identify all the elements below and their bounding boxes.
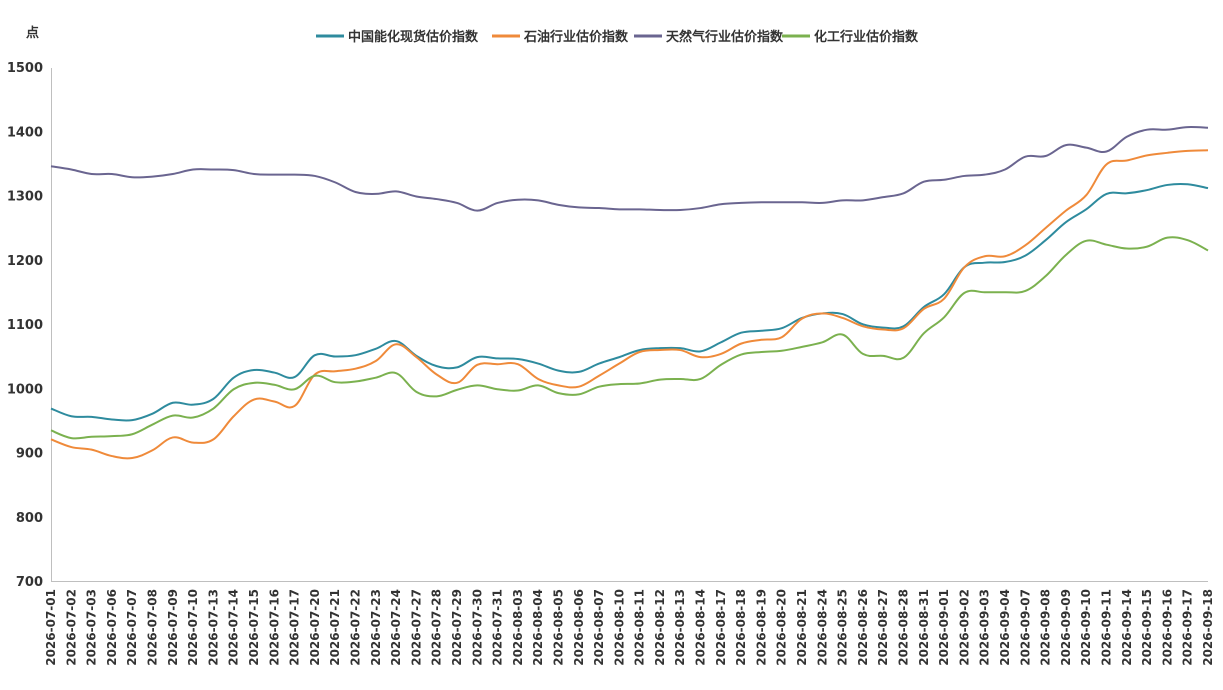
y-tick-label: 1300: [7, 190, 43, 205]
x-tick-label: 2026-07-21: [328, 589, 342, 666]
x-tick-label: 2026-09-15: [1140, 589, 1154, 666]
x-tick-label: 2026-09-17: [1181, 589, 1195, 666]
x-tick-label: 2026-07-24: [389, 589, 403, 666]
series-line-4: [50, 236, 1209, 440]
legend-item: 化工行业估价指数: [782, 29, 919, 45]
y-tick-label: 700: [16, 575, 43, 590]
x-tick-label: 2026-09-16: [1160, 589, 1174, 666]
legend-item: 天然气行业估价指数: [634, 29, 784, 45]
y-tick-label: 1500: [7, 61, 43, 76]
x-tick-label: 2026-07-10: [186, 589, 200, 666]
x-tick-label: 2026-08-19: [754, 589, 768, 666]
x-tick-label: 2026-09-10: [1079, 589, 1093, 666]
x-tick-label: 2026-07-01: [44, 589, 58, 666]
x-tick-label: 2026-07-07: [125, 589, 139, 666]
legend-label: 石油行业估价指数: [523, 29, 629, 45]
legend-label: 中国能化现货估价指数: [348, 29, 479, 45]
x-tick-label: 2026-08-24: [815, 589, 829, 666]
x-tick-label: 2026-07-23: [369, 589, 383, 666]
x-tick-label: 2026-08-12: [653, 589, 667, 666]
x-tick-label: 2026-07-16: [267, 589, 281, 666]
x-tick-label: 2026-08-06: [572, 589, 586, 666]
legend-item: 中国能化现货估价指数: [316, 29, 479, 45]
y-tick-label: 1100: [7, 318, 43, 333]
legend-item: 石油行业估价指数: [492, 29, 629, 45]
x-tick-label: 2026-08-14: [694, 589, 708, 666]
x-tick-label: 2026-07-29: [450, 589, 464, 666]
series-lines: [50, 126, 1209, 460]
x-tick-label: 2026-08-26: [856, 589, 870, 666]
x-tick-label: 2026-09-11: [1100, 589, 1114, 666]
x-tick-label: 2026-09-08: [1039, 589, 1053, 666]
x-tick-label: 2026-09-01: [937, 589, 951, 666]
legend-label: 天然气行业估价指数: [666, 29, 784, 45]
y-tick-label: 900: [16, 447, 43, 462]
x-tick-label: 2026-08-07: [592, 589, 606, 666]
x-tick-label: 2026-08-03: [511, 589, 525, 666]
x-tick-label: 2026-08-28: [897, 589, 911, 666]
x-tick-label: 2026-07-09: [166, 589, 180, 666]
series-line-2: [50, 149, 1209, 460]
x-tick-label: 2026-07-15: [247, 589, 261, 666]
y-tick-label: 1400: [7, 125, 43, 140]
x-tick-label: 2026-08-04: [531, 589, 545, 666]
x-axis-ticks: 2026-07-01 2026-07-02 2026-07-03 2026-07-06…: [44, 589, 1215, 666]
legend: 中国能化现货估价指数 石油行业估价指数 天然气行业估价指数 化工行业估价指数: [316, 29, 919, 45]
x-tick-label: 2026-09-02: [957, 589, 971, 666]
x-tick-label: 2026-07-28: [430, 589, 444, 666]
x-tick-label: 2026-08-05: [551, 589, 565, 666]
y-axis-ticks: 700 800 900 1000 1100 1200 1300 1400 1500: [7, 61, 43, 590]
x-tick-label: 2026-08-25: [836, 589, 850, 666]
x-tick-label: 2026-08-21: [795, 589, 809, 666]
series-line-1: [50, 182, 1209, 422]
x-tick-label: 2026-08-11: [633, 589, 647, 666]
y-unit-label: 点: [26, 25, 39, 41]
x-tick-label: 2026-09-03: [978, 589, 992, 666]
x-tick-label: 2026-08-20: [775, 589, 789, 666]
x-tick-label: 2026-07-03: [85, 589, 99, 666]
x-tick-label: 2026-09-04: [998, 589, 1012, 666]
x-tick-label: 2026-07-20: [308, 589, 322, 666]
x-tick-label: 2026-08-18: [734, 589, 748, 666]
x-tick-label: 2026-09-09: [1059, 589, 1073, 666]
y-tick-label: 800: [16, 511, 43, 526]
x-tick-label: 2026-08-27: [876, 589, 890, 666]
y-tick-label: 1000: [7, 382, 43, 397]
series-line-3: [50, 126, 1209, 212]
x-tick-label: 2026-08-13: [673, 589, 687, 666]
x-tick-label: 2026-08-17: [714, 589, 728, 666]
x-tick-label: 2026-07-02: [64, 589, 78, 666]
legend-label: 化工行业估价指数: [814, 29, 919, 45]
x-tick-label: 2026-08-31: [917, 589, 931, 666]
x-tick-label: 2026-07-31: [491, 589, 505, 666]
x-tick-label: 2026-07-06: [105, 589, 119, 666]
y-tick-label: 1200: [7, 254, 43, 269]
x-tick-label: 2026-07-08: [145, 589, 159, 666]
x-tick-label: 2026-07-17: [288, 589, 302, 666]
x-tick-label: 2026-07-30: [470, 589, 484, 666]
x-tick-label: 2026-07-22: [348, 589, 362, 666]
x-tick-label: 2026-07-27: [409, 589, 423, 666]
x-tick-label: 2026-09-18: [1201, 589, 1215, 666]
x-tick-label: 2026-07-14: [227, 589, 241, 666]
x-tick-label: 2026-07-13: [206, 589, 220, 666]
x-tick-label: 2026-08-10: [612, 589, 626, 666]
x-tick-label: 2026-09-14: [1120, 589, 1134, 666]
x-tick-label: 2026-09-07: [1018, 589, 1032, 666]
